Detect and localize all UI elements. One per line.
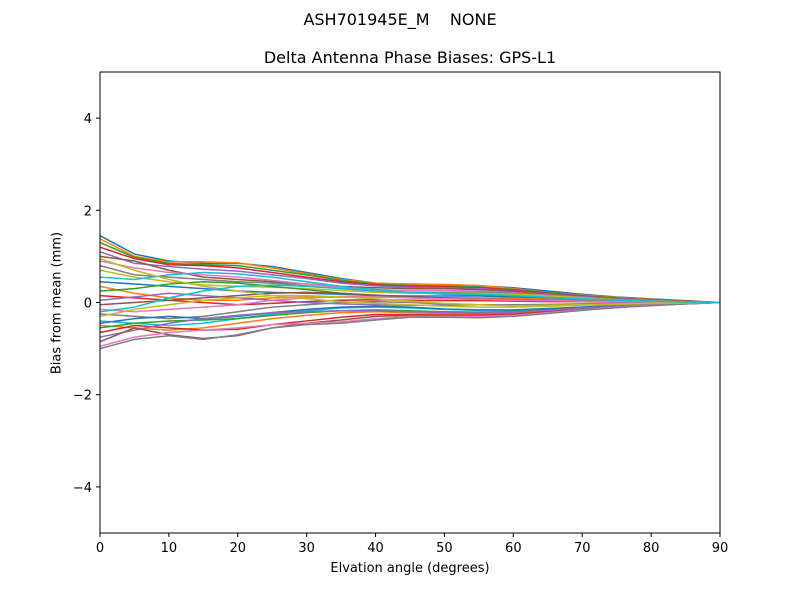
- y-tick-label: 0: [84, 297, 92, 312]
- x-tick-label: 30: [298, 541, 315, 556]
- figure-suptitle: ASH701945E_M NONE: [303, 10, 497, 29]
- x-axis-ticks: 0 10 20 30 40 50 60 70 80 90: [96, 533, 728, 556]
- series-line: [99, 257, 721, 308]
- y-axis-ticks: −4 −2 0 2 4: [73, 112, 100, 496]
- x-tick-label: 80: [643, 541, 660, 556]
- series-line: [99, 301, 721, 338]
- x-tick-label: 70: [574, 541, 591, 556]
- data-lines: [99, 234, 721, 350]
- series-line: [99, 301, 721, 350]
- x-tick-label: 10: [161, 541, 178, 556]
- x-tick-label: 40: [367, 541, 384, 556]
- chart-title: Delta Antenna Phase Biases: GPS-L1: [263, 48, 557, 67]
- x-tick-label: 50: [436, 541, 453, 556]
- y-axis-label: Bias from mean (mm): [49, 231, 65, 375]
- y-tick-label: −4: [73, 481, 92, 496]
- y-tick-label: 4: [84, 112, 92, 127]
- x-tick-label: 60: [505, 541, 522, 556]
- x-axis-label: Elvation angle (degrees): [330, 561, 490, 576]
- x-tick-label: 90: [712, 541, 729, 556]
- x-tick-label: 0: [96, 541, 104, 556]
- x-tick-label: 20: [230, 541, 247, 556]
- series-line: [99, 296, 720, 313]
- y-tick-label: 2: [84, 204, 92, 219]
- y-tick-label: −2: [73, 389, 92, 404]
- series-line: [99, 284, 721, 313]
